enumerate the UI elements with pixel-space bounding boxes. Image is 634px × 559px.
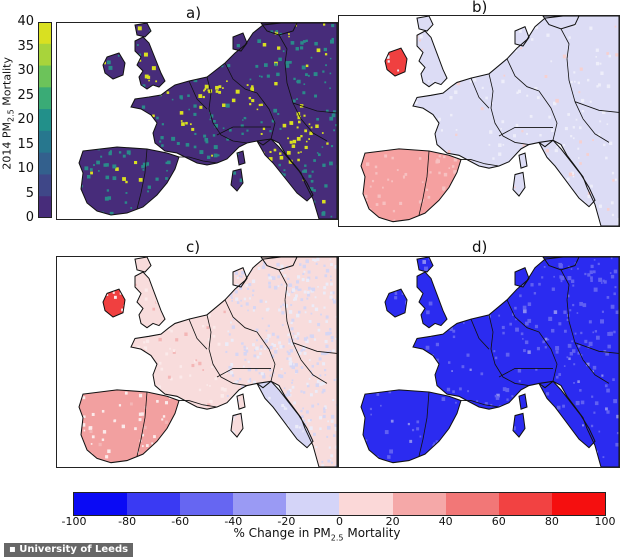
colorbar-segment [180,493,234,515]
iberia-region [361,389,461,463]
percent-change-tick-label: 80 [544,515,559,528]
country-borders [78,257,337,467]
panel-b-label: b) [472,0,488,16]
mortality-tick-label: 35 [17,38,34,54]
colorbar-segment [551,493,605,515]
colorbar-segment [286,493,340,515]
britain-region [135,37,165,89]
mortality-tick-label: 0 [25,210,34,225]
credit-text: University of Leeds [19,544,129,555]
percent-change-tick-label: -100 [61,515,87,528]
percent-change-tick-label: -40 [224,515,243,528]
map-panel-a [56,22,338,220]
mortality-tick-label: 40 [17,14,34,29]
credit-badge: ▪ University of Leeds [4,543,134,557]
percent-change-tick-label: -20 [277,515,296,528]
country-borders [360,16,619,226]
country-borders [360,257,619,467]
map-d-canvas [339,257,619,467]
mortality-colorbar-gradient [38,22,52,219]
britain-region [135,272,165,328]
sardinia-region [513,172,525,196]
map-c-canvas [57,257,337,467]
panel-d-label: d) [472,238,488,256]
percent-change-tick-label: 40 [438,515,453,528]
iberia-region [79,389,179,463]
colorbar-segment [339,493,393,515]
iberia-region [361,148,461,222]
britain-region [417,272,447,328]
mortality-tick-label: 15 [17,136,34,152]
panel-c-label: c) [186,238,201,256]
map-panel-b [338,15,620,227]
map-a-canvas [57,23,337,219]
corsica-region [237,394,245,410]
percent-change-tick-label: 20 [385,515,400,528]
mortality-tick-label: 25 [17,87,34,103]
ireland-region [103,289,125,317]
country-borders [78,23,337,219]
ireland-region [385,289,407,317]
italy-region [539,381,595,448]
percent-change-colorbar [73,492,606,516]
italy-region [539,140,595,207]
mortality-colorbar-title: 2014 PM2.5 Mortality [0,57,16,170]
mortality-tick-label: 5 [25,185,34,201]
colorbar-segment [392,493,446,515]
ireland-region [385,48,407,76]
percent-change-tick-label: 0 [336,515,343,528]
scotland-region [417,16,433,31]
colorbar-segment [498,493,552,515]
corsica-region [519,153,527,169]
mortality-colorbar [38,22,52,219]
colorbar-segment [445,493,499,515]
percent-change-colorbar-label: % Change in PM2.5 Mortality [233,526,401,543]
map-b-canvas [339,16,619,226]
corsica-region [237,151,245,165]
map-panel-c [56,256,338,468]
percent-change-tick-label: -80 [118,515,137,528]
mortality-tick-label: 10 [17,161,34,176]
percent-change-tick-label: 100 [594,515,616,528]
sardinia-region [513,413,525,437]
panel-a-label: a) [186,4,202,22]
map-panel-d [338,256,620,468]
britain-region [417,31,447,87]
scotland-region [417,257,433,272]
scotland-region [135,257,151,272]
mortality-tick-label: 30 [17,63,34,78]
colorbar-segment [233,493,287,515]
percent-change-tick-label: -60 [171,515,190,528]
colorbar-segment [127,493,181,515]
corsica-region [519,394,527,410]
percent-change-tick-label: 60 [491,515,506,528]
colorbar-segment [74,493,128,515]
ireland-region [103,53,125,79]
mortality-tick-label: 20 [17,112,34,127]
